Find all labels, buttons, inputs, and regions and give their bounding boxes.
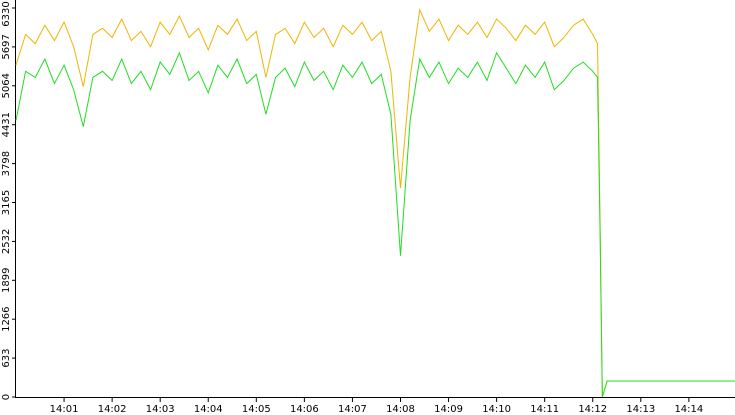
x-tick-label: 14:13 bbox=[626, 404, 655, 415]
y-tick-label: 1266 bbox=[1, 306, 12, 331]
x-tick-label: 14:12 bbox=[578, 404, 607, 415]
x-tick-label: 14:09 bbox=[434, 404, 463, 415]
y-tick-label: 3165 bbox=[1, 190, 12, 215]
y-tick-label: 633 bbox=[1, 349, 12, 368]
x-tick-label: 14:04 bbox=[194, 404, 223, 415]
y-tick-label: 4431 bbox=[1, 112, 12, 137]
y-tick-label: 5064 bbox=[1, 73, 12, 98]
y-tick-label: 6330 bbox=[1, 1, 12, 26]
series-line bbox=[15, 51, 735, 398]
x-tick-label: 14:01 bbox=[50, 404, 79, 415]
y-tick-label: 1899 bbox=[1, 268, 12, 293]
x-tick-label: 14:05 bbox=[242, 404, 271, 415]
x-tick-label: 14:02 bbox=[98, 404, 127, 415]
x-tick-label: 14:03 bbox=[146, 404, 175, 415]
x-tick-label: 14:08 bbox=[386, 404, 415, 415]
series-line bbox=[15, 8, 735, 398]
x-tick-label: 14:10 bbox=[482, 404, 511, 415]
y-tick-label: 5697 bbox=[1, 34, 12, 59]
x-tick-label: 14:11 bbox=[530, 404, 559, 415]
y-tick-label: 0 bbox=[1, 394, 12, 400]
x-tick-label: 14:14 bbox=[674, 404, 703, 415]
x-tick-label: 14:07 bbox=[338, 404, 367, 415]
y-tick-label: 3798 bbox=[1, 151, 12, 176]
y-tick-label: 2532 bbox=[1, 229, 12, 254]
x-tick-label: 14:06 bbox=[290, 404, 319, 415]
